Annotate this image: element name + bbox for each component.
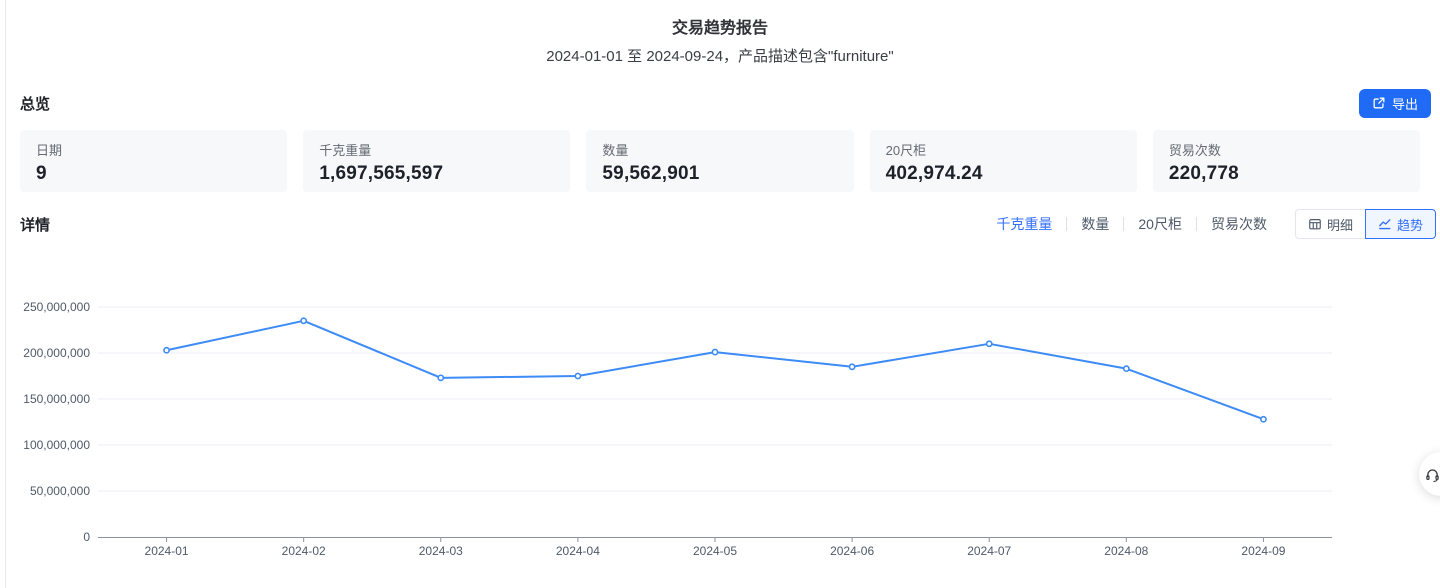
metric-tab-quantity[interactable]: 数量 bbox=[1081, 216, 1110, 232]
export-button[interactable]: 导出 bbox=[1358, 88, 1431, 118]
stat-value: 1,697,565,597 bbox=[319, 163, 444, 184]
support-button[interactable] bbox=[1419, 452, 1440, 496]
svg-text:2024-01: 2024-01 bbox=[145, 544, 189, 558]
export-icon bbox=[1372, 96, 1386, 110]
page-title: 交易趋势报告 bbox=[671, 20, 768, 37]
export-button-label: 导出 bbox=[1391, 96, 1418, 112]
svg-text:2024-02: 2024-02 bbox=[282, 544, 326, 558]
tab-separator bbox=[1123, 217, 1125, 231]
detail-section-title: 详情 bbox=[20, 216, 51, 234]
svg-text:2024-06: 2024-06 bbox=[830, 544, 874, 558]
metric-tab-kg-weight[interactable]: 千克重量 bbox=[996, 216, 1053, 232]
view-toggle-table-label: 明细 bbox=[1326, 217, 1353, 233]
overview-header: 总览 导出 bbox=[20, 88, 1431, 118]
view-toggle-trend-label: 趋势 bbox=[1396, 217, 1423, 233]
overview-section-title: 总览 bbox=[20, 95, 51, 113]
trend-icon bbox=[1378, 217, 1392, 231]
stat-value: 402,974.24 bbox=[885, 163, 983, 184]
detail-header: 详情 千克重量 数量 20尺柜 贸易次数 明细 bbox=[20, 209, 1436, 239]
view-toggle-group: 明细 趋势 bbox=[1294, 209, 1436, 239]
svg-text:0: 0 bbox=[83, 530, 90, 544]
svg-text:100,000,000: 100,000,000 bbox=[23, 438, 90, 452]
svg-text:2024-03: 2024-03 bbox=[419, 544, 463, 558]
svg-text:50,000,000: 50,000,000 bbox=[30, 484, 90, 498]
svg-text:200,000,000: 200,000,000 bbox=[23, 346, 90, 360]
stat-value: 220,778 bbox=[1168, 163, 1239, 184]
detail-controls: 千克重量 数量 20尺柜 贸易次数 明细 bbox=[996, 209, 1436, 239]
stat-card-20ft-container: 20尺柜 402,974.24 bbox=[869, 130, 1137, 192]
svg-text:2024-07: 2024-07 bbox=[967, 544, 1011, 558]
svg-text:2024-08: 2024-08 bbox=[1104, 544, 1148, 558]
page-subtitle: 2024-01-01 至 2024-09-24，产品描述包含"furniture… bbox=[546, 48, 894, 65]
svg-text:150,000,000: 150,000,000 bbox=[23, 392, 90, 406]
trend-chart-area: 0 50,000,000 100,000,000 150,000,000 200,000… bbox=[0, 270, 1360, 580]
stat-label: 贸易次数 bbox=[1168, 143, 1221, 158]
stat-card-trade-count: 贸易次数 220,778 bbox=[1152, 130, 1421, 192]
tab-separator bbox=[1195, 217, 1197, 231]
svg-text:2024-04: 2024-04 bbox=[556, 544, 600, 558]
tab-separator bbox=[1066, 217, 1068, 231]
svg-text:2024-05: 2024-05 bbox=[693, 544, 737, 558]
stat-label: 日期 bbox=[36, 143, 63, 158]
stat-label: 数量 bbox=[602, 143, 629, 158]
metric-tab-20ft-container[interactable]: 20尺柜 bbox=[1138, 216, 1182, 232]
page-left-divider bbox=[5, 0, 6, 588]
stat-card-quantity: 数量 59,562,901 bbox=[586, 130, 854, 192]
overview-cards: 日期 9 千克重量 1,697,565,597 数量 59,562,901 20… bbox=[20, 130, 1421, 192]
view-toggle-trend[interactable]: 趋势 bbox=[1364, 209, 1436, 239]
svg-text:2024-09: 2024-09 bbox=[1241, 544, 1285, 558]
stat-label: 千克重量 bbox=[319, 143, 372, 158]
stat-value: 9 bbox=[36, 163, 47, 184]
stat-value: 59,562,901 bbox=[602, 163, 700, 184]
metric-tab-trade-count[interactable]: 贸易次数 bbox=[1210, 216, 1267, 232]
view-toggle-table[interactable]: 明细 bbox=[1294, 209, 1366, 239]
table-icon bbox=[1308, 217, 1322, 231]
trend-line-chart: 0 50,000,000 100,000,000 150,000,000 200,000… bbox=[23, 300, 1332, 558]
stat-card-kg-weight: 千克重量 1,697,565,597 bbox=[303, 130, 571, 192]
svg-text:250,000,000: 250,000,000 bbox=[23, 300, 90, 314]
stat-card-date: 日期 9 bbox=[20, 130, 288, 192]
stat-label: 20尺柜 bbox=[885, 143, 927, 158]
